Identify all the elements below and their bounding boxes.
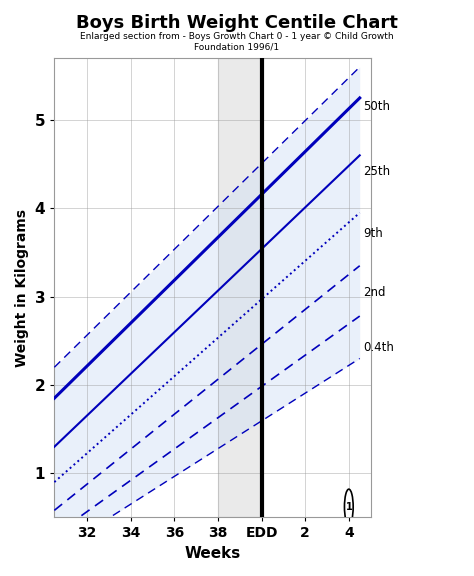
Text: 2nd: 2nd: [363, 286, 385, 299]
Bar: [218, 58, 262, 517]
Y-axis label: Weight in Kilograms: Weight in Kilograms: [15, 209, 29, 367]
Text: 1: 1: [346, 502, 352, 512]
Text: Enlarged section from - Boys Growth Chart 0 - 1 year © Child Growth
Foundation 1: Enlarged section from - Boys Growth Char…: [80, 32, 394, 51]
Text: 0.4th: 0.4th: [363, 342, 394, 354]
Text: Boys Birth Weight Centile Chart: Boys Birth Weight Centile Chart: [76, 14, 398, 32]
Text: 25th: 25th: [363, 165, 390, 178]
X-axis label: Weeks: Weeks: [184, 546, 241, 561]
Text: 50th: 50th: [363, 100, 390, 113]
Circle shape: [345, 489, 353, 525]
Text: 9th: 9th: [363, 226, 383, 240]
